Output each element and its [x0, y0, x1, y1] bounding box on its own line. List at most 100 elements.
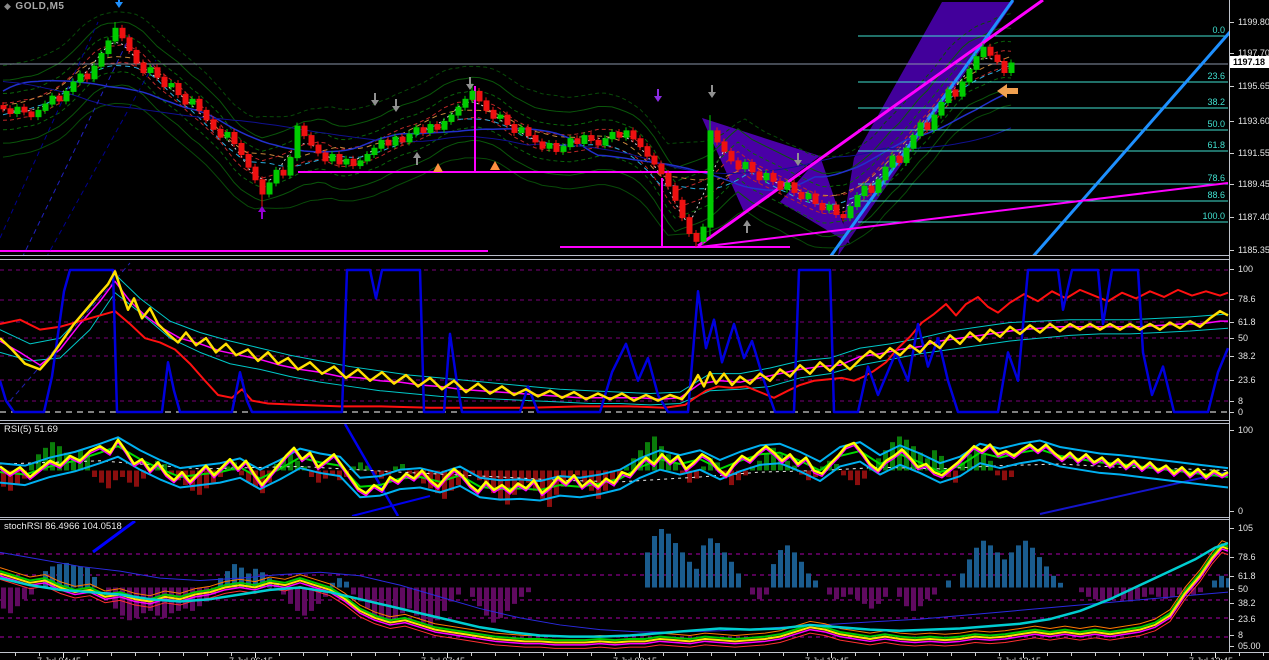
time-tick-major [831, 653, 832, 658]
time-tick [711, 653, 712, 656]
axis-tick [1230, 401, 1234, 402]
axis-tick [1230, 356, 1234, 357]
axis-tick [1230, 153, 1234, 154]
time-tick [111, 653, 112, 656]
pane-divider[interactable] [0, 420, 1269, 421]
price-label: 1199.80 [1238, 17, 1269, 27]
stochrsi-pane[interactable] [0, 521, 1229, 650]
price-label: 1191.55 [1238, 148, 1269, 158]
axis-tick [1230, 589, 1234, 590]
scale-label: 105 [1238, 523, 1254, 533]
histogram [1, 529, 1229, 628]
axis-tick [1230, 430, 1234, 431]
scale-label: 8 [1238, 630, 1244, 640]
time-tick [207, 653, 208, 656]
fib-level-label: 50.0 [1207, 119, 1225, 129]
pane-divider[interactable] [0, 517, 1269, 518]
time-tick [399, 653, 400, 656]
time-tick [567, 653, 568, 656]
fib-level-label: 38.2 [1207, 97, 1225, 107]
time-label: 7 Jul 12:15 [997, 656, 1041, 660]
scale-label: 78.6 [1238, 552, 1256, 562]
time-tick [1047, 653, 1048, 656]
stochrsi-window-label: stochRSI 86.4966 104.0518 [4, 521, 122, 532]
time-tick [327, 653, 328, 656]
time-tick [351, 653, 352, 656]
pane-divider[interactable] [0, 259, 1269, 260]
fib-level-label: 88.6 [1207, 190, 1225, 200]
histogram [1, 436, 1014, 507]
scale-label: 100 [1238, 425, 1254, 435]
rsi-pane[interactable] [0, 424, 1229, 516]
trend-lines [0, 0, 1229, 255]
axis-tick [1230, 646, 1234, 647]
time-tick [87, 653, 88, 656]
axis-tick [1230, 86, 1234, 87]
fibonacci-lines [858, 35, 1228, 223]
axis-tick [1230, 322, 1234, 323]
axis-tick [1230, 269, 1234, 270]
axis-tick [1230, 619, 1234, 620]
diamond-icon: ◆ [4, 1, 12, 11]
axis-tick [1230, 184, 1234, 185]
scale-label: 0 [1238, 506, 1244, 516]
time-tick-major [1215, 653, 1216, 658]
time-tick [807, 653, 808, 656]
time-tick [1143, 653, 1144, 656]
axis-tick [1230, 53, 1234, 54]
grid-lines [0, 269, 1228, 413]
symbol-label: ◆ GOLD,M5 [4, 1, 64, 12]
pane-divider[interactable] [0, 519, 1269, 520]
time-tick [159, 653, 160, 656]
time-tick [135, 653, 136, 656]
fib-level-label: 61.8 [1207, 140, 1225, 150]
time-tick [927, 653, 928, 656]
scale-label: 78.6 [1238, 294, 1256, 304]
signal-arrows [115, 0, 1018, 233]
time-tick [183, 653, 184, 656]
time-tick [663, 653, 664, 656]
candles-series [0, 22, 1015, 247]
time-tick [759, 653, 760, 656]
scale-label: 23.6 [1238, 614, 1256, 624]
time-tick [783, 653, 784, 656]
indicator-series [0, 540, 1229, 649]
price-label: 1197.70 [1238, 48, 1269, 58]
time-axis[interactable]: 7 Jul 04:45 7 Jul 06:15 7 Jul 07:45 7 Jul 0… [0, 652, 1269, 660]
scale-label: 50 [1238, 333, 1249, 343]
time-tick [279, 653, 280, 656]
pane-divider[interactable] [0, 255, 1269, 256]
price-label: 1195.65 [1238, 81, 1269, 91]
scale-label: 61.8 [1238, 317, 1256, 327]
pane-divider[interactable] [0, 423, 1269, 424]
time-tick [591, 653, 592, 656]
time-label: 7 Jul 10:45 [805, 656, 849, 660]
time-tick [519, 653, 520, 656]
time-tick [1263, 653, 1264, 656]
time-tick [231, 653, 232, 656]
axis-tick [1230, 299, 1234, 300]
axis-tick [1230, 22, 1234, 23]
time-tick [1239, 653, 1240, 656]
time-tick [1119, 653, 1120, 656]
indicator-series [0, 268, 1229, 414]
time-tick [471, 653, 472, 656]
time-tick [879, 653, 880, 656]
time-label: 7 Jul 04:45 [37, 656, 81, 660]
time-label: 7 Jul 07:45 [421, 656, 465, 660]
time-tick [1167, 653, 1168, 656]
time-tick [495, 653, 496, 656]
axis-tick [1230, 576, 1234, 577]
axis-tick [1230, 217, 1234, 218]
scale-label: 38.2 [1238, 351, 1256, 361]
time-tick [975, 653, 976, 656]
main-price-chart[interactable] [0, 0, 1229, 255]
price-axis[interactable]: 1199.80 1197.70 1195.65 1193.60 1191.55 1189.… [1229, 0, 1269, 652]
axis-tick [1230, 557, 1234, 558]
scale-label: 23.6 [1238, 375, 1256, 385]
stochastic-pane[interactable] [0, 261, 1229, 419]
time-tick-major [63, 653, 64, 658]
fib-level-label: 78.6 [1207, 173, 1225, 183]
axis-tick [1230, 121, 1234, 122]
